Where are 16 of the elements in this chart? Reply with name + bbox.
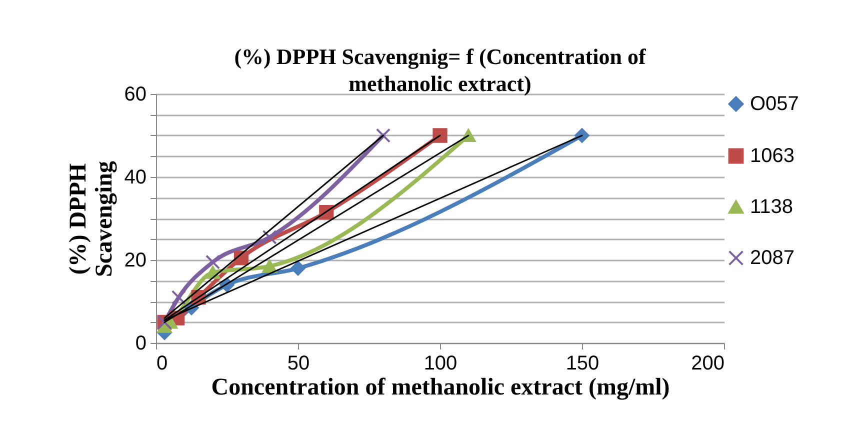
y-tick-label: 60: [124, 84, 146, 106]
legend-label: 2087: [750, 247, 794, 269]
y-axis-title: (%) DPPH Scavenging: [65, 160, 118, 278]
legend-label: O057: [750, 93, 799, 115]
x-tick-label: 50: [287, 352, 310, 374]
y-tick-label: 0: [135, 332, 146, 354]
legend-label: 1138: [750, 196, 794, 218]
x-tick-label: 150: [566, 352, 600, 374]
chart-title: (%) DPPH Scavengnig= f (Concentration of methanolic extract): [234, 44, 646, 96]
y-tick-label: 40: [124, 166, 146, 188]
legend-label: 1063: [750, 145, 794, 167]
y-tick-label: 20: [124, 250, 146, 272]
x-tick-label: 0: [156, 352, 168, 374]
x-axis-title: Concentration of methanolic extract (mg/ml): [211, 374, 670, 400]
x-tick-label: 200: [691, 352, 724, 374]
x-tick-label: 100: [424, 352, 458, 374]
